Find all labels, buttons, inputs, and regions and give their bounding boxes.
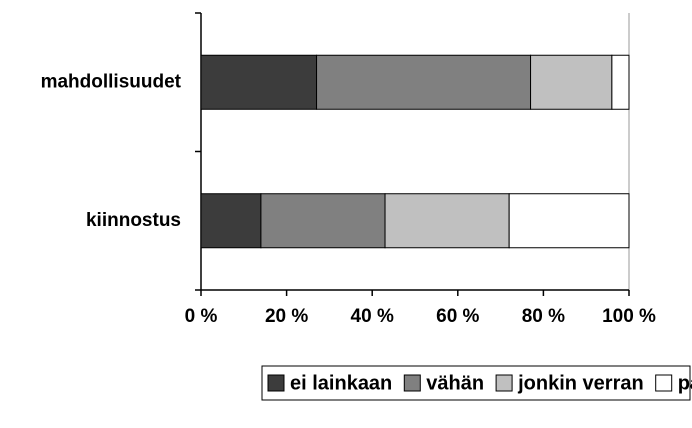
bar-segment: [508, 193, 630, 249]
x-tick-label: 100 %: [602, 306, 656, 327]
bar-segment: [530, 54, 613, 110]
legend-swatch: [403, 374, 421, 392]
bar-segment: [384, 193, 510, 249]
bar-segment: [260, 193, 386, 249]
legend-label: vähän: [426, 372, 484, 394]
y-tick-label: kiinnostus: [86, 210, 181, 231]
legend-box: [261, 365, 691, 401]
x-tick-label: 80 %: [522, 306, 565, 327]
legend-swatch: [495, 374, 513, 392]
legend-swatch: [267, 374, 285, 392]
bar-segment: [611, 54, 630, 110]
x-tick-label: 60 %: [436, 306, 479, 327]
legend-swatch: [655, 374, 673, 392]
bar-segment: [200, 193, 262, 249]
legend-label: jonkin verran: [517, 372, 644, 394]
x-tick-label: 20 %: [265, 306, 308, 327]
bar-segment: [200, 54, 318, 110]
x-tick-label: 40 %: [351, 306, 394, 327]
legend-label: ei lainkaan: [290, 372, 392, 394]
bar-segment: [316, 54, 532, 110]
legend-label: paljon: [678, 372, 692, 394]
y-tick-label: mahdollisuudet: [41, 71, 182, 92]
x-tick-label: 0 %: [185, 306, 218, 327]
